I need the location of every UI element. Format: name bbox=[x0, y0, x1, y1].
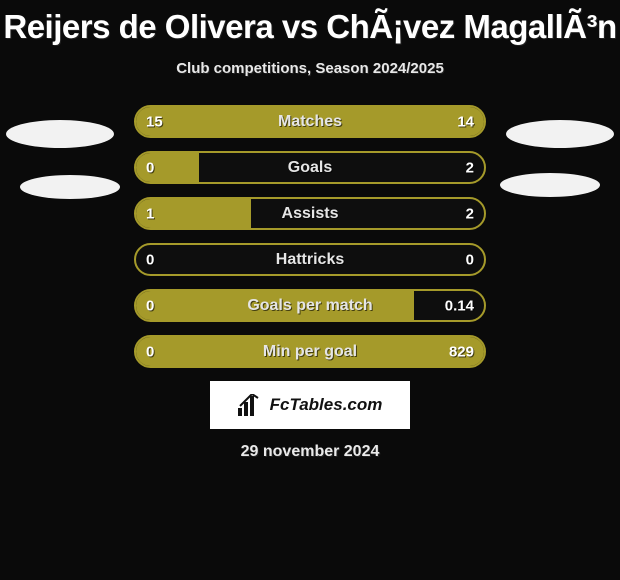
comparison-stage: 1514Matches02Goals12Assists00Hattricks00… bbox=[0, 105, 620, 368]
stat-row-matches: 15 14 Matches bbox=[134, 105, 486, 138]
metric-label: Matches bbox=[278, 113, 342, 131]
left-value: 0 bbox=[146, 343, 154, 360]
logo-text: FcTables.com bbox=[270, 395, 383, 415]
comparison-title: Reijers de Olivera vs ChÃ¡vez MagallÃ³n bbox=[0, 0, 620, 46]
stat-row-goals-per-match: 0 0.14 Goals per match bbox=[134, 289, 486, 322]
fctables-logo-icon bbox=[238, 394, 264, 416]
right-value: 0.14 bbox=[445, 297, 474, 314]
left-value: 15 bbox=[146, 113, 163, 130]
metric-label: Assists bbox=[282, 205, 339, 223]
metric-label: Min per goal bbox=[263, 343, 357, 361]
snapshot-date: 29 november 2024 bbox=[0, 443, 620, 461]
player-ellipse-2 bbox=[20, 175, 120, 199]
right-value: 2 bbox=[466, 205, 474, 222]
right-value: 14 bbox=[457, 113, 474, 130]
logo-box: FcTables.com bbox=[210, 381, 410, 429]
metric-label: Goals per match bbox=[247, 297, 372, 315]
stat-row-goals: 0 2 Goals bbox=[134, 151, 486, 184]
right-value: 829 bbox=[449, 343, 474, 360]
right-value: 2 bbox=[466, 159, 474, 176]
left-value: 0 bbox=[146, 297, 154, 314]
stat-row-hattricks: 0 0 Hattricks bbox=[134, 243, 486, 276]
player-ellipse-0 bbox=[6, 120, 114, 148]
metric-label: Goals bbox=[288, 159, 332, 177]
left-value: 0 bbox=[146, 159, 154, 176]
stat-row-min-per-goal: 0 829 Min per goal bbox=[134, 335, 486, 368]
metric-label: Hattricks bbox=[276, 251, 344, 269]
left-value: 1 bbox=[146, 205, 154, 222]
comparison-subtitle: Club competitions, Season 2024/2025 bbox=[0, 60, 620, 77]
player-ellipse-1 bbox=[506, 120, 614, 148]
right-value: 0 bbox=[466, 251, 474, 268]
stat-row-assists: 1 2 Assists bbox=[134, 197, 486, 230]
left-value: 0 bbox=[146, 251, 154, 268]
player-ellipse-3 bbox=[500, 173, 600, 197]
